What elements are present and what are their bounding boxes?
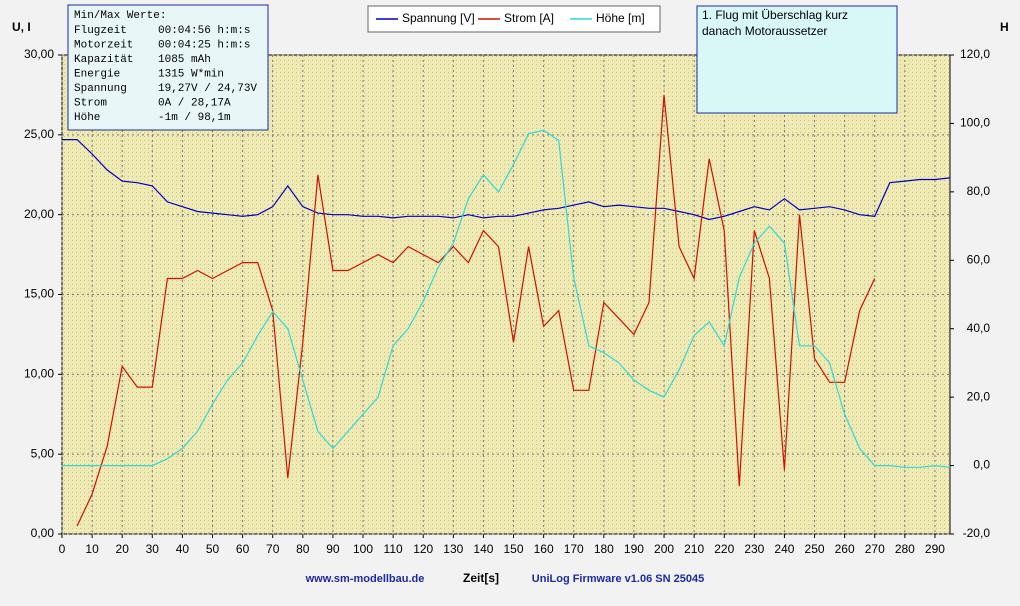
y-tick-label: 10,00 bbox=[24, 367, 54, 381]
info-value: 1315 W*min bbox=[158, 68, 224, 80]
info-value: 00:04:25 h:m:s bbox=[158, 39, 250, 51]
x-tick-label: 40 bbox=[176, 542, 190, 556]
x-tick-label: 10 bbox=[85, 542, 99, 556]
x-axis-title: Zeit[s] bbox=[463, 571, 499, 585]
y-tick-label: 20,00 bbox=[24, 207, 54, 221]
x-tick-label: 140 bbox=[473, 542, 493, 556]
info-value: 1085 mAh bbox=[158, 54, 211, 66]
info-label: Strom bbox=[74, 97, 107, 109]
y2-tick-label: 0,0 bbox=[973, 458, 990, 472]
y2-tick-label: 120,0 bbox=[960, 47, 990, 61]
info-label: Motorzeit bbox=[74, 39, 133, 51]
footer-website: www.sm-modellbau.de bbox=[305, 573, 425, 585]
x-tick-label: 50 bbox=[206, 542, 220, 556]
x-tick-label: 270 bbox=[865, 542, 885, 556]
x-tick-label: 60 bbox=[236, 542, 250, 556]
x-tick-label: 80 bbox=[296, 542, 310, 556]
x-tick-label: 20 bbox=[116, 542, 130, 556]
info-label: Höhe bbox=[74, 112, 100, 124]
y2-tick-label: 20,0 bbox=[967, 389, 991, 403]
x-tick-label: 130 bbox=[443, 542, 463, 556]
x-tick-label: 70 bbox=[266, 542, 280, 556]
annotation-box bbox=[696, 5, 898, 114]
x-tick-label: 220 bbox=[714, 542, 734, 556]
series-line bbox=[62, 129, 951, 468]
x-tick-label: 160 bbox=[534, 542, 554, 556]
info-box bbox=[67, 4, 269, 131]
info-value: 19,27V / 24,73V bbox=[158, 83, 257, 95]
annotation-line: 1. Flug mit Überschlag kurz bbox=[702, 8, 848, 22]
y2-tick-label: 40,0 bbox=[967, 321, 991, 335]
y-tick-label: 25,00 bbox=[24, 127, 54, 141]
y2-tick-label: 80,0 bbox=[967, 184, 991, 198]
legend-label: Spannung [V] bbox=[402, 11, 475, 25]
x-tick-label: 150 bbox=[504, 542, 524, 556]
y2-tick-label: 100,0 bbox=[960, 116, 990, 130]
info-label: Flugzeit bbox=[74, 25, 127, 37]
legend-entries: Spannung [V] Strom [A] Höhe [m] bbox=[376, 11, 645, 25]
annotation-line: danach Motoraussetzer bbox=[702, 24, 827, 38]
series-lines bbox=[62, 94, 951, 527]
info-label: Energie bbox=[74, 68, 120, 80]
x-tick-label: 0 bbox=[59, 542, 66, 556]
x-tick-label: 170 bbox=[564, 542, 584, 556]
info-value: 00:04:56 h:m:s bbox=[158, 25, 250, 37]
info-rows: Flugzeit 00:04:56 h:m:s Motorzeit 00:04:25 … bbox=[74, 25, 257, 124]
y2-axis-title: H bbox=[1000, 20, 1009, 34]
x-tick-label: 180 bbox=[594, 542, 614, 556]
y-tick-label: 5,00 bbox=[31, 446, 55, 460]
y-tick-label: 30,00 bbox=[24, 47, 54, 61]
info-value: 0A / 28,17A bbox=[158, 97, 231, 109]
x-tick-label: 230 bbox=[744, 542, 764, 556]
x-tick-label: 240 bbox=[774, 542, 794, 556]
legend-label: Strom [A] bbox=[504, 11, 554, 25]
x-tick-label: 200 bbox=[654, 542, 674, 556]
y-tick-label: 15,00 bbox=[24, 287, 54, 301]
x-tick-label: 90 bbox=[326, 542, 340, 556]
x-tick-label: 110 bbox=[384, 542, 403, 556]
x-tick-label: 280 bbox=[895, 542, 915, 556]
y-tick-label: 0,00 bbox=[31, 526, 55, 540]
x-tick-label: 30 bbox=[146, 542, 160, 556]
y2-tick-label: -20,0 bbox=[963, 526, 991, 540]
series-line bbox=[76, 94, 876, 527]
footer-firmware: UniLog Firmware v1.06 SN 25045 bbox=[532, 573, 704, 585]
info-label: Spannung bbox=[74, 83, 127, 95]
x-tick-label: 250 bbox=[805, 542, 825, 556]
x-tick-label: 190 bbox=[624, 542, 644, 556]
x-tick-label: 100 bbox=[353, 542, 373, 556]
x-tick-label: 290 bbox=[925, 542, 945, 556]
y-axis-title: U, I bbox=[12, 20, 31, 34]
info-title: Min/Max Werte: bbox=[74, 10, 166, 22]
x-tick-label: 120 bbox=[413, 542, 433, 556]
series-line bbox=[62, 139, 951, 221]
x-tick-label: 260 bbox=[835, 542, 855, 556]
info-value: -1m / 98,1m bbox=[158, 112, 231, 124]
legend-label: Höhe [m] bbox=[596, 11, 645, 25]
x-tick-label: 210 bbox=[684, 542, 704, 556]
legend bbox=[367, 5, 661, 33]
info-label: Kapazität bbox=[74, 54, 133, 66]
y2-tick-label: 60,0 bbox=[967, 252, 991, 266]
